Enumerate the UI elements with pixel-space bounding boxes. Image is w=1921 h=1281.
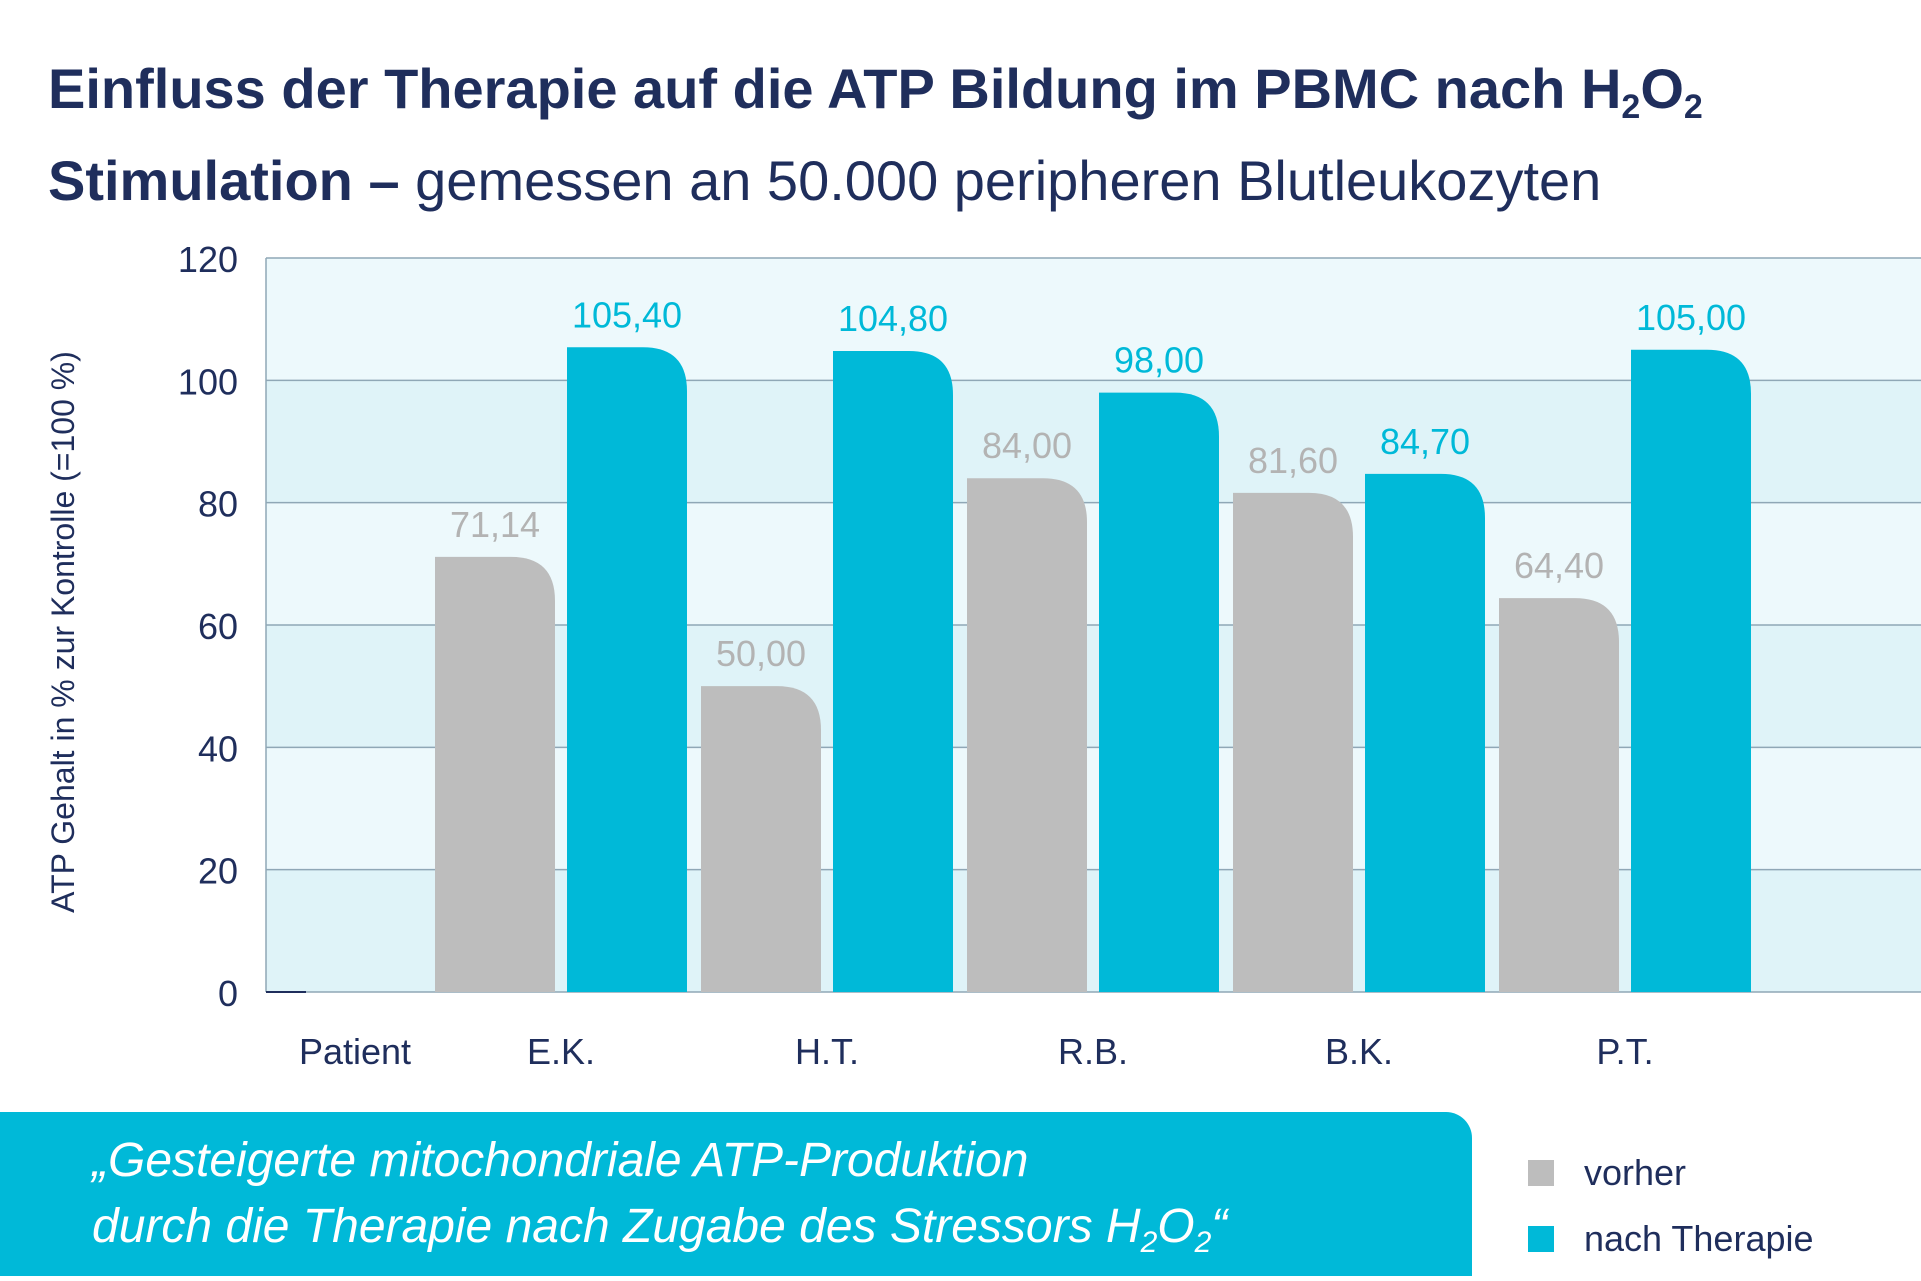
data-label: 50,00: [716, 633, 806, 674]
quote-subscript: 2: [1140, 1226, 1158, 1259]
data-label: 104,80: [838, 298, 948, 339]
legend-label-nach: nach Therapie: [1584, 1218, 1814, 1259]
x-tick-label: R.B.: [1058, 1031, 1128, 1072]
x-tick-label: P.T.: [1596, 1031, 1653, 1072]
x-tick-label: B.K.: [1325, 1031, 1393, 1072]
quote-text: „Gesteigerte mitochondriale ATP-Produkti…: [92, 1128, 1227, 1276]
bar-nach-therapie: [567, 347, 687, 992]
bar-vorher: [435, 556, 555, 992]
x-axis-title: Patient: [299, 1031, 411, 1072]
data-label: 81,60: [1248, 440, 1338, 481]
chart-title-line1: Einfluss der Therapie auf die ATP Bildun…: [48, 52, 1703, 144]
bar-vorher: [701, 686, 821, 992]
bar-vorher: [967, 478, 1087, 992]
data-label: 84,70: [1380, 421, 1470, 462]
y-tick-label: 120: [178, 239, 238, 280]
y-tick-label: 60: [198, 606, 238, 647]
bar-vorher: [1233, 492, 1353, 992]
x-tick-label: H.T.: [795, 1031, 859, 1072]
legend-swatch-grey: [1528, 1160, 1554, 1186]
subtitle-text: gemessen an 50.000 peripheren Blutleukoz…: [399, 149, 1602, 212]
data-label: 98,00: [1114, 340, 1204, 381]
quote-line2-text: durch die Therapie nach Zugabe des Stres…: [92, 1200, 1141, 1253]
title-subscript-2: 2: [1683, 88, 1703, 126]
quote-subscript-2: 2: [1194, 1226, 1212, 1259]
data-label: 105,00: [1636, 297, 1746, 338]
legend-label-vorher: vorher: [1584, 1152, 1687, 1193]
bar-nach-therapie: [833, 350, 953, 992]
legend-item-nach: nach Therapie: [1528, 1206, 1814, 1272]
bar-nach-therapie: [1631, 349, 1751, 992]
quote-end: “: [1211, 1200, 1228, 1253]
bar-nach-therapie: [1099, 392, 1219, 993]
bar-nach-therapie: [1365, 473, 1485, 992]
legend-swatch-blue: [1528, 1226, 1554, 1252]
data-label: 71,14: [450, 504, 540, 545]
chart-legend: vorher nach Therapie: [1528, 1140, 1814, 1272]
x-tick-label: E.K.: [527, 1031, 595, 1072]
data-label: 64,40: [1514, 545, 1604, 586]
data-label: 105,40: [572, 294, 682, 335]
y-tick-label: 0: [218, 973, 238, 1014]
quote-line1: „Gesteigerte mitochondriale ATP-Produkti…: [92, 1134, 1029, 1187]
y-tick-label: 20: [198, 851, 238, 892]
y-tick-label: 100: [178, 361, 238, 402]
chart-title: Einfluss der Therapie auf die ATP Bildun…: [48, 52, 1703, 218]
quote-text-o: O: [1157, 1200, 1195, 1253]
legend-item-vorher: vorher: [1528, 1140, 1814, 1206]
chart-title-line2: Stimulation – gemessen an 50.000 periphe…: [48, 144, 1703, 218]
title-text: Einfluss der Therapie auf die ATP Bildun…: [48, 57, 1622, 120]
title-text-o: O: [1640, 57, 1684, 120]
y-tick-label: 80: [198, 484, 238, 525]
bar-vorher: [1499, 598, 1619, 992]
quote-line2: durch die Therapie nach Zugabe des Stres…: [92, 1194, 1227, 1276]
y-axis-title: ATP Gehalt in % zur Kontrolle (=100 %): [45, 351, 81, 913]
bar-chart: 0 20 40 60 80 100 120 ATP Gehalt in % zur Kontr…: [45, 239, 1921, 1072]
y-tick-label: 40: [198, 728, 238, 769]
title-subscript: 2: [1621, 88, 1641, 126]
title-bold-part: Stimulation –: [48, 149, 400, 212]
quote-banner: „Gesteigerte mitochondriale ATP-Produkti…: [0, 1112, 1472, 1276]
data-label: 84,00: [982, 425, 1072, 466]
